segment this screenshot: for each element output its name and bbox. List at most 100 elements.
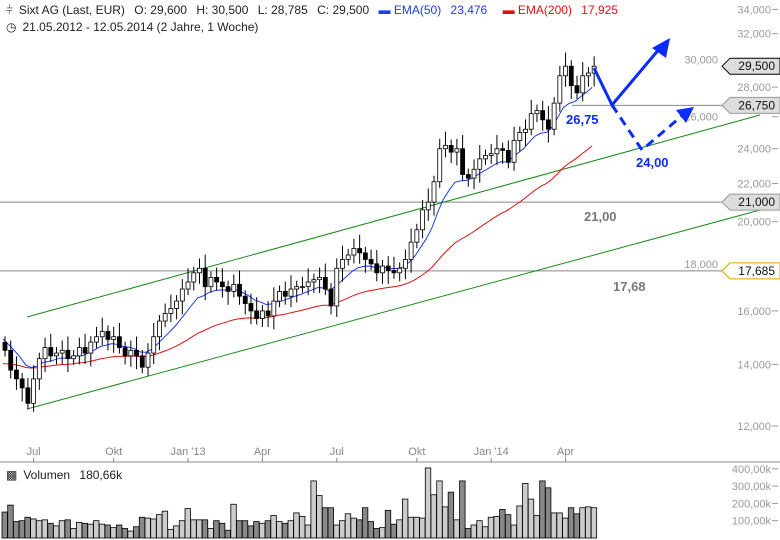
volume-bar xyxy=(30,518,37,539)
candle-body xyxy=(448,145,454,153)
volume-bar xyxy=(87,523,94,539)
y-tick-label: 32,000 xyxy=(737,29,771,41)
volume-bar xyxy=(579,507,586,539)
alternative-scenario-arrow xyxy=(610,104,685,153)
candle-body xyxy=(237,283,242,297)
date-range: ◷ 21.05.2012 - 12.05.2014 (2 Jahre, 1 Woc… xyxy=(6,20,259,34)
candle-body xyxy=(477,158,483,170)
volume-bar xyxy=(247,525,254,539)
candle-body xyxy=(48,347,54,357)
volume-bar xyxy=(64,519,71,539)
volume-bar xyxy=(1,511,8,539)
price-tag-label: 21,000 xyxy=(738,195,775,209)
candle-body xyxy=(500,148,506,151)
candle-body xyxy=(94,336,99,343)
volume-bar xyxy=(321,507,329,539)
volume-bar xyxy=(184,508,191,539)
candle-body xyxy=(288,288,294,297)
volume-bar xyxy=(178,520,186,539)
volume-bar xyxy=(590,507,598,539)
candle-body xyxy=(454,148,460,153)
candle-body xyxy=(540,110,546,121)
level-label: 21,00 xyxy=(584,209,617,224)
volume-bar xyxy=(24,516,31,539)
candle-body xyxy=(368,258,374,265)
candle-body xyxy=(214,276,220,283)
y-tick-label: 28,000 xyxy=(737,82,771,94)
candle-body xyxy=(248,303,254,312)
volume-bar xyxy=(459,480,466,539)
bullish-scenario-arrow xyxy=(592,47,662,108)
candle-body xyxy=(351,248,357,256)
target-label: 24,00 xyxy=(636,155,669,170)
volume-bar xyxy=(476,520,483,539)
level-label: 26,75 xyxy=(566,112,599,127)
candle-body xyxy=(254,310,260,319)
lower-trend-line xyxy=(26,209,761,410)
y-tick-label: 14,000 xyxy=(737,359,771,371)
y-tick-label: 18,000 xyxy=(684,259,718,271)
candle-body xyxy=(208,276,214,288)
volume-bar xyxy=(116,524,123,539)
volume-bar xyxy=(104,524,111,539)
volume-bar xyxy=(499,509,506,539)
volume-bar xyxy=(493,515,500,539)
volume-bar xyxy=(110,527,117,539)
candle-body xyxy=(334,267,340,307)
volume-bar xyxy=(207,528,214,539)
candle-body xyxy=(25,387,31,404)
candle-body xyxy=(277,291,282,302)
ema200-line xyxy=(2,145,593,369)
volume-bar xyxy=(350,517,357,539)
candle-body xyxy=(122,347,128,357)
volume-bar xyxy=(504,514,512,539)
volume-bar xyxy=(161,510,169,539)
candle-body xyxy=(385,265,391,271)
candle-body xyxy=(511,140,517,163)
x-tick-label: Jul xyxy=(27,446,41,458)
candle-body xyxy=(380,265,385,274)
volume-bar xyxy=(138,516,146,539)
volume-bar xyxy=(276,521,283,539)
candle-body xyxy=(231,283,237,292)
volume-bar xyxy=(304,524,312,539)
volume-bar xyxy=(167,528,174,539)
candle-body xyxy=(185,281,191,290)
candle-body xyxy=(117,336,122,348)
volume-bar xyxy=(58,520,66,539)
volume-bar xyxy=(413,516,420,539)
candle-body xyxy=(443,145,448,150)
volume-bar xyxy=(13,521,20,539)
x-tick-label: Okt xyxy=(105,446,122,458)
y-tick-label: 12,000 xyxy=(737,421,771,433)
volume-bar xyxy=(81,522,88,539)
volume-bar xyxy=(7,504,14,539)
candle-body xyxy=(586,72,591,77)
arrow-head-icon xyxy=(676,107,694,123)
low-value: L: 28,785 xyxy=(257,3,308,17)
price-tag-label: 29,500 xyxy=(738,59,775,73)
title: Sixt AG (Last, EUR) xyxy=(18,3,125,17)
volume-bar xyxy=(93,520,100,539)
volume-bar xyxy=(47,522,54,539)
close-value: C: 29,500 xyxy=(317,3,370,17)
volume-bar xyxy=(35,520,43,539)
volume-bar xyxy=(539,480,546,539)
candle-body xyxy=(431,181,437,203)
candle-body xyxy=(402,258,408,269)
volume-bar xyxy=(293,512,300,539)
candle-body xyxy=(111,336,117,340)
candle-body xyxy=(488,153,494,156)
open-value: O: 29,600 xyxy=(134,3,187,17)
x-tick-label: Jul xyxy=(330,446,344,458)
volume-bar xyxy=(258,522,266,539)
x-tick-label: Okt xyxy=(408,446,425,458)
volume-bar xyxy=(218,522,226,539)
candle-body xyxy=(362,252,368,260)
volume-bar xyxy=(190,519,197,539)
candle-body xyxy=(134,349,139,357)
candle-body xyxy=(59,349,65,354)
candle-body xyxy=(414,229,420,243)
arrow-head-icon xyxy=(652,38,670,58)
candle-body xyxy=(242,295,248,304)
